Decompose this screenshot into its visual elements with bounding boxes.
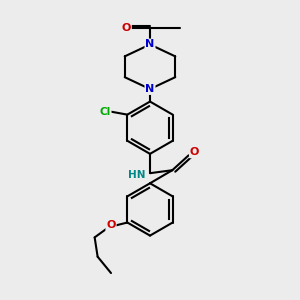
Text: Cl: Cl [99, 107, 111, 117]
Text: N: N [146, 84, 154, 94]
Text: HN: HN [128, 170, 146, 180]
Text: O: O [106, 220, 116, 230]
Text: O: O [122, 23, 131, 33]
Text: O: O [190, 147, 199, 158]
Text: N: N [146, 40, 154, 50]
